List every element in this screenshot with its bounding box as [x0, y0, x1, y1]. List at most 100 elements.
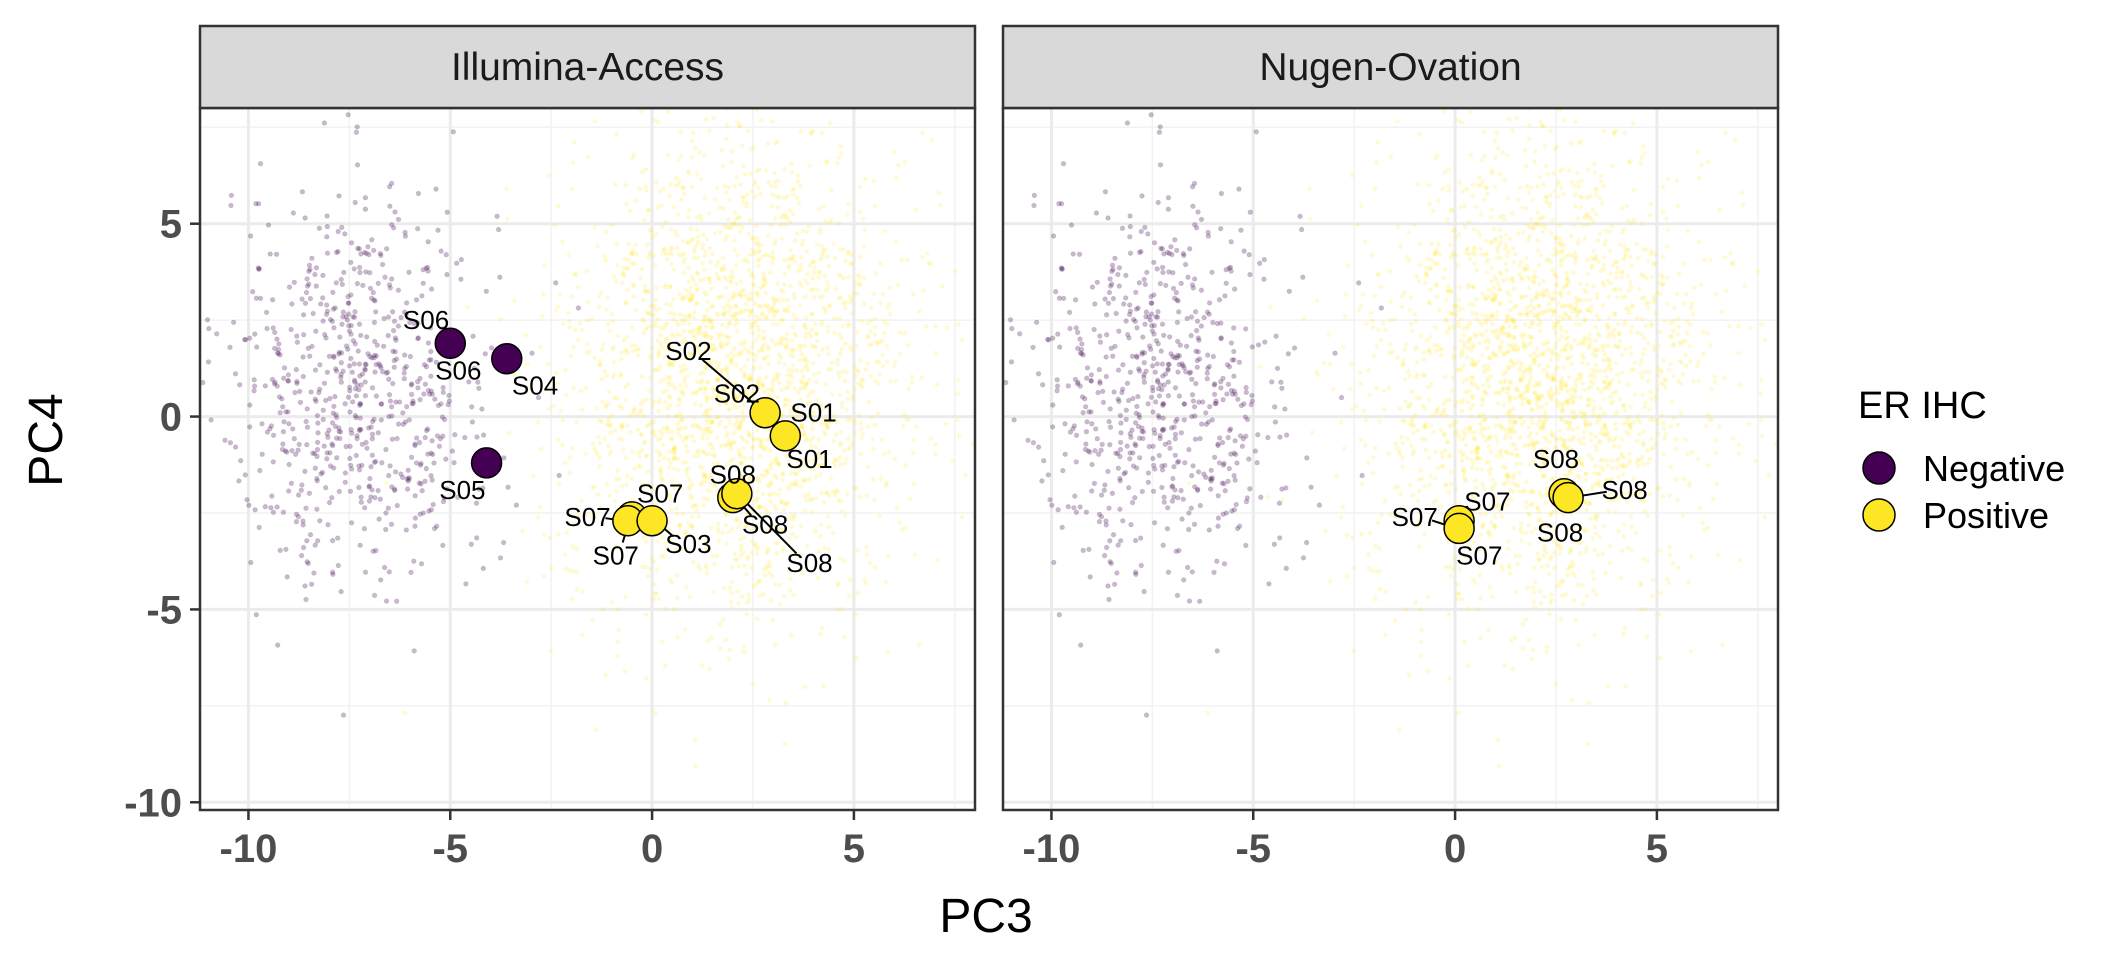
background-point	[1176, 393, 1183, 399]
background-point	[553, 308, 559, 313]
background-point	[1570, 416, 1575, 421]
background-point	[1082, 396, 1088, 402]
background-point	[765, 305, 770, 310]
background-point	[671, 204, 676, 210]
background-point	[776, 297, 781, 303]
background-point	[298, 552, 305, 559]
background-point	[667, 250, 673, 256]
background-point	[1446, 310, 1452, 315]
background-point	[656, 458, 662, 464]
background-point	[798, 283, 804, 288]
background-point	[1074, 345, 1081, 352]
background-point	[327, 463, 334, 469]
background-point	[741, 309, 747, 314]
background-point	[804, 249, 810, 254]
background-point	[1107, 283, 1114, 289]
background-point	[1515, 347, 1520, 353]
background-point	[686, 314, 692, 319]
background-point	[684, 585, 689, 590]
background-point	[1083, 509, 1090, 515]
background-point	[624, 347, 629, 353]
background-point	[715, 414, 720, 420]
background-point	[671, 457, 676, 462]
background-point	[679, 252, 685, 258]
background-point	[682, 376, 687, 381]
background-point	[1571, 222, 1577, 228]
background-point	[1596, 259, 1601, 265]
background-point	[1626, 218, 1631, 224]
background-point	[854, 485, 859, 491]
background-point	[816, 269, 822, 274]
background-point	[1276, 500, 1283, 506]
background-point	[394, 502, 400, 509]
background-point	[755, 488, 761, 494]
background-point	[1550, 217, 1556, 223]
background-point	[649, 403, 655, 409]
background-point	[501, 455, 507, 461]
background-point	[1433, 156, 1438, 161]
background-point	[843, 300, 848, 305]
background-point	[799, 380, 805, 385]
background-point	[1141, 588, 1147, 595]
background-point	[725, 334, 731, 340]
background-point	[742, 172, 748, 177]
background-point	[1474, 311, 1480, 317]
background-point	[1593, 362, 1599, 368]
background-point	[668, 284, 673, 290]
background-point	[1661, 357, 1666, 363]
background-point	[789, 471, 794, 476]
background-point	[367, 285, 374, 292]
background-point	[1226, 364, 1233, 370]
background-point	[846, 446, 851, 452]
background-point	[611, 273, 616, 279]
background-point	[818, 404, 823, 409]
background-point	[338, 379, 344, 385]
background-point	[379, 460, 385, 466]
background-point	[690, 433, 695, 439]
background-point	[1190, 463, 1196, 469]
background-point	[824, 288, 829, 293]
background-point	[751, 352, 756, 357]
background-point	[570, 445, 575, 451]
background-point	[838, 295, 844, 301]
background-point	[770, 321, 776, 327]
background-point	[716, 312, 722, 318]
background-point	[1588, 431, 1594, 437]
background-point	[687, 329, 692, 334]
background-point	[697, 340, 702, 345]
background-point	[656, 596, 662, 602]
background-point	[725, 309, 730, 315]
background-point	[1231, 348, 1237, 355]
background-point	[1510, 666, 1515, 672]
background-point	[712, 347, 717, 353]
background-point	[365, 425, 372, 431]
background-point	[1657, 280, 1663, 286]
background-point	[1572, 204, 1578, 209]
background-point	[782, 167, 787, 172]
background-point	[917, 642, 922, 648]
background-point	[713, 394, 719, 400]
background-point	[792, 513, 798, 519]
background-point	[760, 336, 766, 342]
background-point	[471, 365, 478, 372]
background-point	[779, 288, 784, 293]
background-point	[1109, 262, 1116, 268]
background-point	[764, 565, 769, 570]
background-point	[640, 448, 645, 453]
background-point	[683, 435, 688, 440]
background-point	[1456, 232, 1462, 237]
background-point	[335, 228, 341, 235]
background-point	[748, 377, 754, 383]
background-point	[1147, 317, 1153, 323]
sample-point-positive	[749, 396, 781, 429]
background-point	[1035, 444, 1042, 450]
background-point	[253, 295, 260, 301]
background-point	[706, 497, 711, 502]
background-point	[1481, 369, 1486, 375]
background-point	[1217, 225, 1224, 232]
background-point	[798, 523, 804, 529]
background-point	[1107, 538, 1113, 544]
background-point	[756, 328, 761, 333]
background-point	[409, 401, 415, 407]
background-point	[1638, 607, 1643, 612]
